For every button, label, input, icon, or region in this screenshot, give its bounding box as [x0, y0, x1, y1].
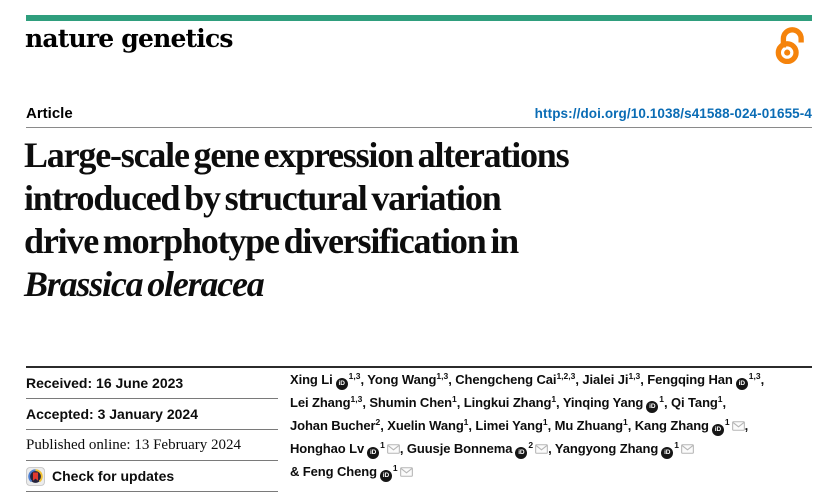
author-line: Johan Bucher2, Xuelin Wang1, Limei Yang1… — [290, 415, 818, 438]
author-name-text: Xing Li — [290, 372, 333, 387]
affiliation-superscript: 1,3 — [350, 394, 363, 404]
title-line-2: introduced by structural variation — [24, 178, 502, 218]
affiliation-superscript: 2 — [528, 440, 534, 450]
received-date-text: Received: 16 June 2023 — [26, 375, 184, 391]
affiliation-superscript: 1,2,3 — [556, 371, 576, 381]
affiliation-superscript: 2 — [375, 417, 381, 427]
affiliation-superscript: 1,3 — [436, 371, 449, 381]
author-name-text: , Fengqing Han — [640, 372, 733, 387]
doi-link[interactable]: https://doi.org/10.1038/s41588-024-01655… — [534, 106, 812, 121]
author-line: Lei Zhang1,3, Shumin Chen1, Lingkui Zhan… — [290, 392, 818, 415]
author-name-text: , Kang Zhang — [627, 418, 709, 433]
author-name-text: , — [722, 395, 726, 410]
author-name-text: , Guusje Bonnema — [399, 441, 513, 456]
author-name-text: , Mu Zhuang — [547, 418, 624, 433]
check-for-updates-button[interactable]: Check for updates — [26, 461, 278, 492]
affiliation-superscript: 1,3 — [628, 371, 641, 381]
author-name-text: , Yinqing Yang — [556, 395, 644, 410]
author-line: Xing Li iD1,3, Yong Wang1,3, Chengcheng C… — [290, 369, 818, 392]
email-icon[interactable] — [681, 439, 694, 460]
section-divider — [26, 366, 812, 368]
author-name-text: , Qi Tang — [664, 395, 718, 410]
orcid-icon[interactable]: iD — [661, 446, 674, 459]
author-name-text: , Limei Yang — [468, 418, 543, 433]
affiliation-superscript: 1 — [724, 417, 730, 427]
author-line: Honghao Lv iD1, Guusje Bonnema iD2, Yangyo… — [290, 438, 818, 461]
orcid-icon[interactable]: iD — [646, 400, 659, 413]
published-date-text: Published online: 13 February 2024 — [26, 436, 241, 453]
affiliation-superscript: 1 — [380, 440, 385, 450]
article-title: Large-scale gene expression alterations … — [24, 134, 704, 306]
author-name-text: , Xuelin Wang — [380, 418, 464, 433]
author-name-text: Honghao Lv — [290, 441, 365, 456]
affiliation-superscript: 1 — [659, 394, 664, 404]
author-name-text: , — [760, 372, 765, 387]
author-name-text: Johan Bucher — [290, 418, 376, 433]
affiliation-superscript: 1 — [463, 417, 469, 427]
title-species-name: Brassica oleracea — [24, 264, 265, 304]
author-list: Xing Li iD1,3, Yong Wang1,3, Chengcheng C… — [290, 369, 818, 484]
email-icon[interactable] — [386, 439, 400, 460]
author-name-text: , Yong Wang — [360, 372, 437, 387]
orcid-icon[interactable]: iD — [735, 377, 748, 390]
affiliation-superscript: 1 — [623, 417, 628, 427]
author-line: & Feng Cheng iD1 — [290, 461, 818, 484]
affiliation-superscript: 1,3 — [748, 371, 761, 381]
author-name-text: & Feng Cheng — [290, 464, 377, 479]
affiliation-superscript: 1 — [392, 463, 398, 473]
orcid-icon[interactable]: iD — [379, 469, 392, 482]
affiliation-superscript: 1 — [551, 394, 557, 404]
author-name-text: , — [744, 418, 749, 433]
author-name-text: , Shumin Chen — [362, 395, 453, 410]
received-date: Received: 16 June 2023 — [26, 368, 278, 399]
open-access-icon[interactable] — [770, 26, 812, 65]
journal-accent-bar — [26, 15, 812, 21]
journal-masthead: nature genetics — [25, 24, 234, 53]
email-icon[interactable] — [399, 462, 413, 483]
affiliation-superscript: 1,3 — [348, 371, 361, 381]
published-date: Published online: 13 February 2024 — [26, 430, 278, 461]
title-line-3: drive morphotype diversification in — [24, 221, 519, 261]
author-name-text: , Jialei Ji — [575, 372, 629, 387]
article-history-panel: Received: 16 June 2023 Accepted: 3 Janua… — [26, 368, 278, 492]
header-divider — [26, 127, 812, 128]
check-for-updates-label: Check for updates — [52, 468, 175, 484]
affiliation-superscript: 1 — [674, 440, 679, 450]
article-type-label: Article — [26, 105, 73, 122]
accepted-date: Accepted: 3 January 2024 — [26, 399, 278, 430]
author-name-text: , Chengcheng Cai — [448, 372, 557, 387]
accepted-date-text: Accepted: 3 January 2024 — [26, 406, 198, 422]
affiliation-superscript: 1 — [542, 417, 548, 427]
affiliation-superscript: 1 — [452, 394, 457, 404]
author-name-text: , Yangyong Zhang — [548, 441, 659, 456]
crossmark-icon — [26, 466, 45, 486]
author-name-text: Lei Zhang — [290, 395, 351, 410]
title-line-1: Large-scale gene expression alterations — [24, 135, 570, 175]
author-name-text: , Lingkui Zhang — [456, 395, 552, 410]
affiliation-superscript: 1 — [717, 394, 723, 404]
orcid-icon[interactable]: iD — [711, 423, 724, 436]
email-icon[interactable] — [535, 439, 548, 460]
email-icon[interactable] — [731, 416, 745, 437]
orcid-icon[interactable]: iD — [335, 377, 348, 390]
orcid-icon[interactable]: iD — [515, 446, 528, 459]
orcid-icon[interactable]: iD — [367, 446, 380, 459]
